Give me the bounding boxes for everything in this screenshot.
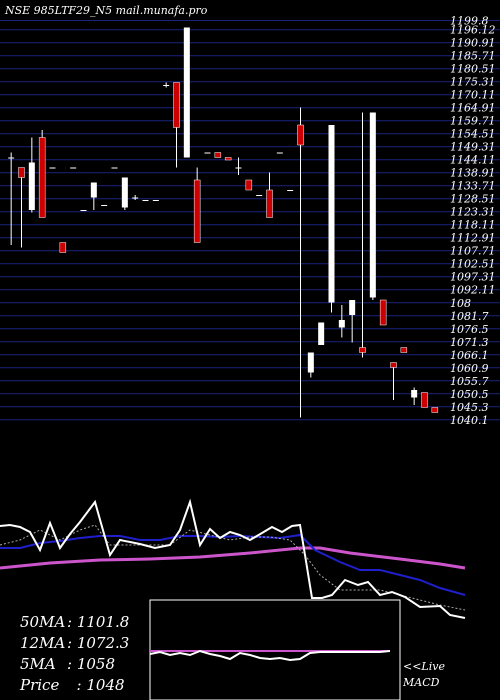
candle-body xyxy=(70,167,77,169)
price-tick-label: 1154.51 xyxy=(450,128,496,141)
price-tick-label: 1050.5 xyxy=(450,388,489,401)
ma-long-line xyxy=(0,546,466,570)
candle-body xyxy=(431,407,439,413)
price-tick-label: 1118.11 xyxy=(450,219,496,232)
candle-body xyxy=(163,85,170,86)
candle-body xyxy=(235,167,242,169)
candle-body xyxy=(400,347,408,353)
ma50-value: : 1101.8 xyxy=(67,613,129,631)
candle-body xyxy=(173,82,180,128)
candle-body xyxy=(379,299,387,326)
candle-body xyxy=(193,179,201,243)
price-line xyxy=(0,498,466,619)
candle-body xyxy=(421,392,428,408)
ma-mid-line xyxy=(0,533,466,596)
candle-body xyxy=(142,200,149,201)
ma12-label: 12MA xyxy=(20,634,65,652)
price-tick-label: 1199.8 xyxy=(450,15,489,28)
price-tick-label: 1138.91 xyxy=(450,167,496,180)
price-tick-label: 1092.11 xyxy=(450,284,496,297)
macd-panel: <<Live MACD xyxy=(149,599,445,700)
chart-title: NSE 985LTF29_N5 mail.munafa.pro xyxy=(4,4,208,17)
candle-body xyxy=(101,205,108,206)
candle-body xyxy=(49,167,56,169)
candle-body xyxy=(38,137,46,218)
price-tick-label: 1190.91 xyxy=(450,37,496,50)
candle-body xyxy=(18,167,25,178)
price-tick-label: 1170.11 xyxy=(450,89,496,102)
price-tick-label: 1066.1 xyxy=(450,349,489,362)
candle-body xyxy=(318,322,325,345)
candle-body xyxy=(349,300,356,315)
price-tick-label: 1040.1 xyxy=(450,414,489,427)
candle-body xyxy=(8,157,15,159)
candle-body xyxy=(390,362,397,368)
candle-body xyxy=(307,352,314,373)
candle-body xyxy=(204,152,211,154)
price-tick-label: 108 xyxy=(450,297,471,310)
macd-line xyxy=(149,649,391,662)
candle-body xyxy=(132,197,139,199)
price-tick-label: 1055.7 xyxy=(450,375,489,388)
ma-readout: 50MA : 1101.8 12MA : 1072.3 5MA : 1058 P… xyxy=(19,613,129,694)
price-tick-label: 1133.71 xyxy=(450,180,496,193)
candle-body xyxy=(152,200,159,201)
candle-body xyxy=(224,157,232,161)
price-axis-ticks: 1199.81196.121190.911185.711180.511175.3… xyxy=(450,15,496,427)
price-tick-label: 1076.5 xyxy=(450,323,489,336)
candle-body xyxy=(214,152,222,158)
ma-chart xyxy=(0,498,466,619)
candle-body xyxy=(80,210,87,211)
candle-body xyxy=(111,167,118,169)
price-tick-label: 1081.7 xyxy=(450,310,489,323)
candle-body xyxy=(59,242,67,253)
price-tick-label: 1149.31 xyxy=(450,141,496,154)
price-tick-label: 1107.71 xyxy=(450,245,496,258)
price-tick-label: 1185.71 xyxy=(450,50,496,63)
candle-body xyxy=(338,320,345,328)
price-tick-label: 1123.31 xyxy=(450,206,496,219)
candle-body xyxy=(287,190,294,191)
candle-body xyxy=(183,27,190,158)
price-tick-label: 1045.3 xyxy=(450,401,489,414)
ma12-value: : 1072.3 xyxy=(67,634,129,652)
macd-live-label: <<Live xyxy=(403,660,445,673)
candle-body xyxy=(28,162,35,210)
price-tick-label: 1196.12 xyxy=(450,24,496,37)
price-tick-label: 1071.3 xyxy=(450,336,489,349)
price-tick-label: 1128.51 xyxy=(450,193,496,206)
ma5-label: 5MA xyxy=(20,655,56,673)
candle-body xyxy=(90,182,97,198)
candle-body xyxy=(276,152,283,154)
price-label: Price xyxy=(19,676,59,694)
price-tick-label: 1180.51 xyxy=(450,63,496,76)
price-tick-label: 1102.51 xyxy=(450,258,496,271)
price-tick-label: 1164.91 xyxy=(450,102,496,115)
price-tick-label: 1112.91 xyxy=(450,232,496,245)
ma5-value: : 1058 xyxy=(67,655,115,673)
candle-body xyxy=(266,189,273,218)
candle-body xyxy=(297,124,304,146)
price-tick-label: 1144.11 xyxy=(450,154,496,167)
price-tick-label: 1175.31 xyxy=(450,76,496,89)
candle-body xyxy=(121,177,128,208)
macd-label: MACD xyxy=(402,676,440,689)
candle-body xyxy=(245,179,253,191)
price-value: : 1048 xyxy=(67,676,125,694)
ma50-label: 50MA xyxy=(20,613,65,631)
candle-body xyxy=(359,347,366,353)
candle-body xyxy=(256,195,263,196)
price-tick-label: 1060.9 xyxy=(450,362,489,375)
candles xyxy=(8,27,439,418)
price-tick-label: 1159.71 xyxy=(450,115,496,128)
candle-body xyxy=(328,125,335,303)
price-tick-label: 1097.31 xyxy=(450,271,496,284)
candle-body xyxy=(369,112,376,298)
candle-body xyxy=(411,390,418,398)
